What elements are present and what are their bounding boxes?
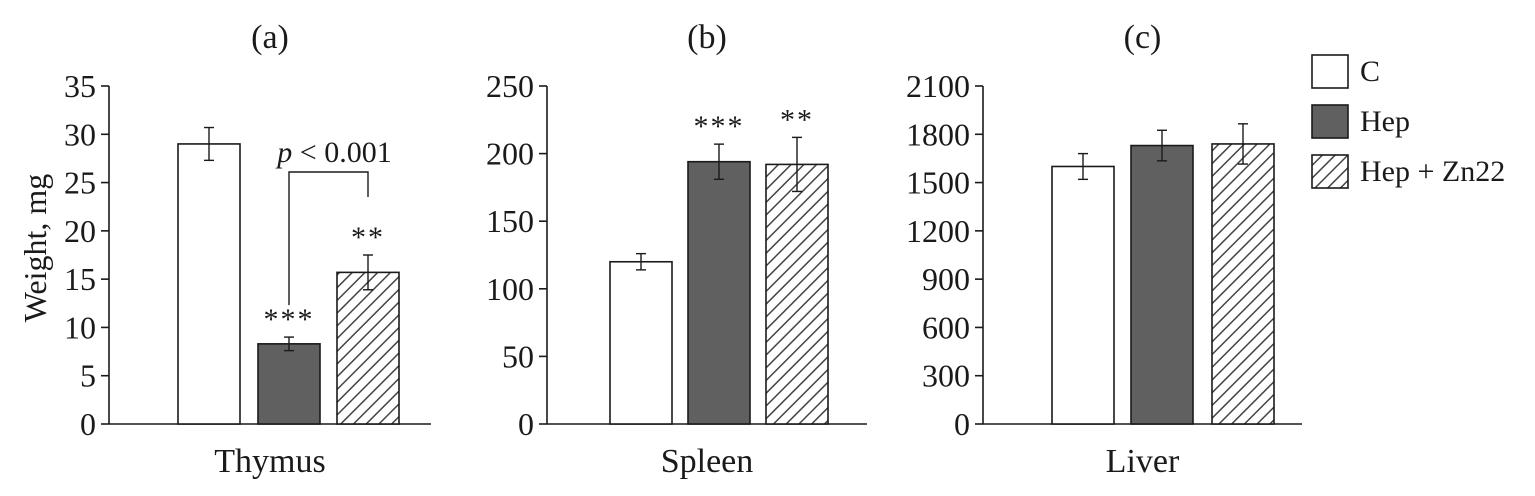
y-tick-label: 250: [486, 68, 534, 104]
y-tick-label: 20: [64, 213, 96, 249]
y-tick-label: 1500: [906, 165, 970, 201]
y-tick-label: 5: [80, 358, 96, 394]
bar-hatched: [336, 271, 400, 425]
panel-label: (a): [251, 19, 289, 56]
y-axis-label: Weight, mg: [17, 174, 53, 323]
legend-swatch-white: [1311, 54, 1349, 89]
bar-hatched: [765, 163, 829, 425]
y-tick-label: 30: [64, 116, 96, 152]
y-tick-label: 600: [922, 309, 970, 345]
x-axis-label: Thymus: [214, 443, 325, 480]
y-tick-label: 150: [486, 203, 534, 239]
significance-bracket: [288, 171, 369, 306]
y-tick-label: 10: [64, 309, 96, 345]
bar-white: [177, 143, 241, 425]
legend-swatch-dark: [1311, 104, 1349, 139]
significance-mark: **: [351, 221, 385, 254]
legend: C Hep Hep + Zn22: [1311, 54, 1505, 189]
x-axis-label: Liver: [1106, 443, 1180, 480]
p-value-text: < 0.001: [292, 136, 391, 169]
y-tick-label: 2100: [906, 68, 970, 104]
significance-mark: **: [780, 103, 814, 136]
legend-swatch-hatched: [1311, 154, 1349, 189]
p-value-annotation: p < 0.001: [275, 136, 391, 169]
bar-dark: [1130, 144, 1194, 425]
x-axis-label: Spleen: [661, 443, 754, 480]
panel-label: (c): [1124, 19, 1162, 56]
y-tick-label: 300: [922, 358, 970, 394]
p-symbol: p: [275, 136, 292, 169]
legend-label: Hep + Zn22: [1360, 155, 1505, 188]
significance-mark: ***: [264, 303, 315, 336]
significance-mark: ***: [694, 110, 745, 143]
panel-liver: (c) 0 300 600 900 1200 1500 1800 2100 Liver: [906, 19, 1302, 480]
y-tick-label: 35: [64, 68, 96, 104]
y-tick-label: 1200: [906, 213, 970, 249]
y-tick-label: 50: [502, 338, 534, 374]
y-tick-label: 0: [80, 406, 96, 442]
bar-white: [1051, 165, 1115, 425]
bar-hatched: [1211, 143, 1275, 425]
y-tick-label: 1800: [906, 116, 970, 152]
y-tick-label: 25: [64, 165, 96, 201]
y-tick-label: 100: [486, 271, 534, 307]
y-tick-label: 15: [64, 261, 96, 297]
legend-label: Hep: [1360, 105, 1410, 138]
y-tick-label: 0: [954, 406, 970, 442]
y-tick-label: 900: [922, 261, 970, 297]
bar-dark: [687, 160, 751, 425]
bar-white: [609, 260, 673, 425]
y-tick-label: 200: [486, 136, 534, 172]
legend-label: C: [1360, 55, 1380, 88]
panel-label: (b): [687, 19, 727, 56]
bar-dark: [257, 343, 321, 425]
y-tick-label: 0: [518, 406, 534, 442]
